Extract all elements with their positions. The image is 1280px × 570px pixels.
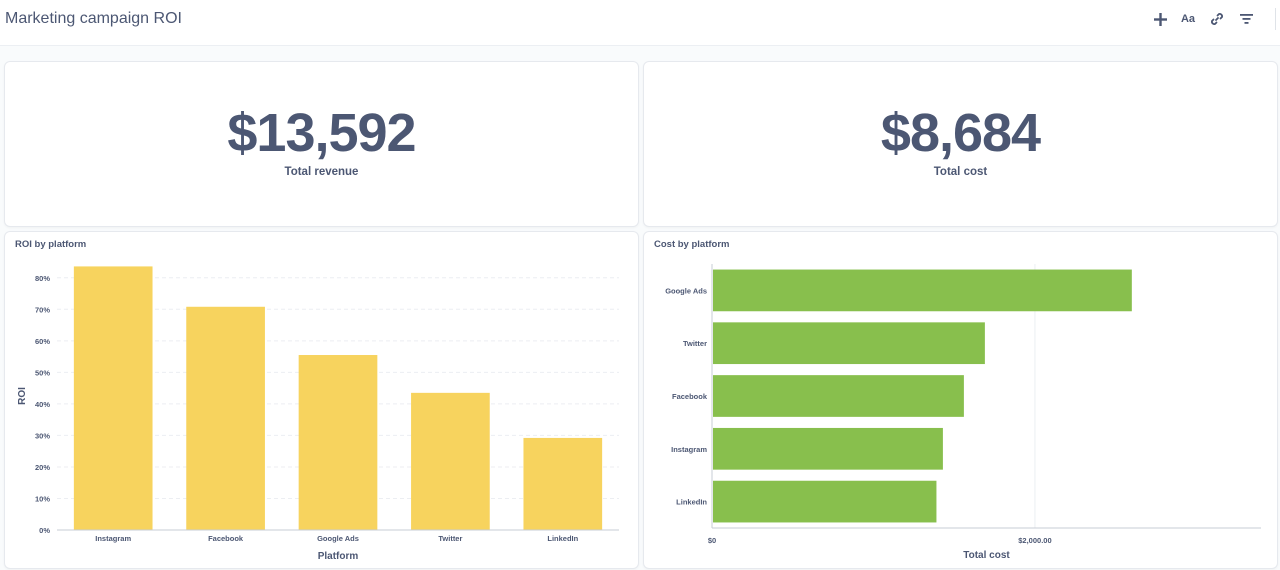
cost-by-platform-card[interactable]: Cost by platform Google Ads Twitter Facebo… <box>643 231 1278 569</box>
bar-google-ads[interactable] <box>298 355 378 530</box>
y-tick-label: 10% <box>35 494 50 503</box>
bar-twitter[interactable] <box>411 392 490 530</box>
y-tick-label: 0% <box>39 526 50 535</box>
total-revenue-value: $13,592 <box>227 103 416 163</box>
total-cost-card[interactable]: $8,684 Total cost <box>643 61 1278 227</box>
y-tick-label: LinkedIn <box>676 498 707 507</box>
add-filter-button[interactable] <box>1235 8 1257 30</box>
x-axis-label: Total cost <box>963 550 1010 561</box>
add-text-button[interactable]: Aa <box>1177 8 1199 30</box>
bar-linkedin[interactable] <box>523 437 603 530</box>
y-tick-label: Facebook <box>672 392 708 401</box>
bar-facebook[interactable] <box>713 375 964 417</box>
y-tick-label: Google Ads <box>665 286 707 295</box>
dashboard-title: Marketing campaign ROI <box>5 10 182 27</box>
y-tick-label: 50% <box>35 368 50 377</box>
add-question-button[interactable] <box>1149 8 1171 30</box>
y-tick-label: 40% <box>35 400 50 409</box>
text-icon: Aa <box>1180 13 1196 25</box>
y-tick-label: 70% <box>35 305 50 314</box>
plus-icon <box>1153 12 1167 26</box>
cost-chart-title: Cost by platform <box>654 239 730 250</box>
y-tick-label: Twitter <box>683 339 707 348</box>
roi-chart-title: ROI by platform <box>15 239 87 250</box>
roi-by-platform-card[interactable]: ROI by platform 0% 10% 20% 30% 40% 50% 60% 70% 8… <box>4 231 639 569</box>
bar-google-ads[interactable] <box>713 269 1132 312</box>
bar-instagram[interactable] <box>713 427 943 470</box>
x-tick-label: Facebook <box>208 534 244 543</box>
bar-linkedin[interactable] <box>713 480 937 523</box>
y-tick-label: 60% <box>35 337 50 346</box>
total-revenue-label: Total revenue <box>284 166 359 178</box>
bar-twitter[interactable] <box>713 322 985 365</box>
roi-bar-chart: 0% 10% 20% 30% 40% 50% 60% 70% 80% Instagram Face… <box>17 266 619 562</box>
total-cost-label: Total cost <box>933 166 988 178</box>
x-tick-label: LinkedIn <box>547 534 578 543</box>
dashboard-header: Marketing campaign ROI <box>0 0 1280 46</box>
total-revenue-card[interactable]: $13,592 Total revenue <box>4 61 639 227</box>
y-tick-label: 30% <box>35 431 50 440</box>
y-tick-label: 20% <box>35 463 50 472</box>
bar-instagram[interactable] <box>73 266 153 530</box>
x-axis-label: Platform <box>318 551 359 562</box>
filter-icon <box>1239 14 1253 24</box>
x-tick-label: Instagram <box>95 534 131 543</box>
bar-facebook[interactable] <box>186 306 265 530</box>
y-tick-label: 80% <box>35 274 50 283</box>
cost-bar-chart: Google Ads Twitter Facebook Instagram Linked… <box>665 264 1261 561</box>
x-tick-label: Twitter <box>438 534 462 543</box>
y-axis-label: ROI <box>17 387 28 405</box>
x-tick-label: $0 <box>708 536 716 545</box>
x-tick-label: $2,000.00 <box>1018 536 1051 545</box>
x-tick-label: Google Ads <box>317 534 359 543</box>
link-icon <box>1211 13 1223 25</box>
add-link-button[interactable] <box>1206 8 1228 30</box>
total-cost-value: $8,684 <box>880 103 1041 163</box>
y-tick-label: Instagram <box>671 445 707 454</box>
toolbar-divider <box>1275 8 1276 30</box>
